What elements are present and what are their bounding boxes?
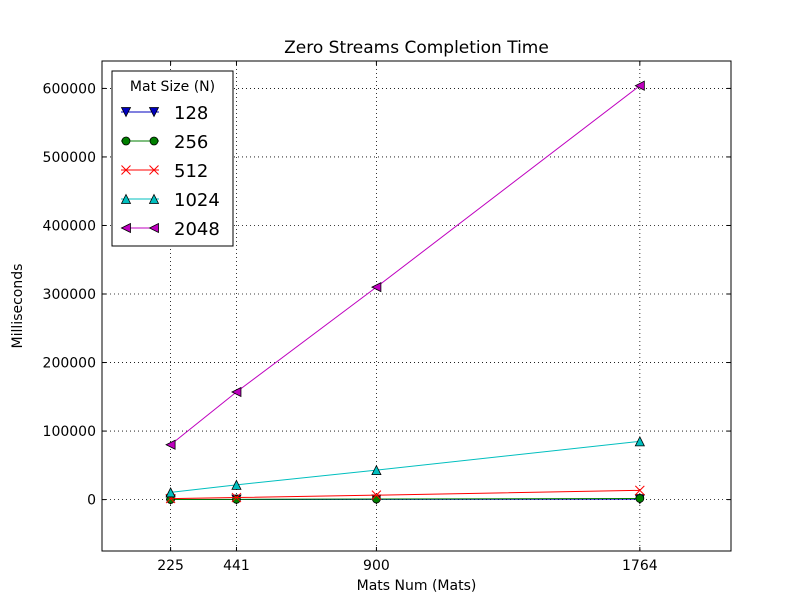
data-point [635, 494, 645, 503]
legend-item-2048: 2048 [120, 219, 220, 240]
legend: Mat Size (N) 128 256 512 1024 2048 [111, 70, 234, 247]
legend-label: 256 [174, 132, 208, 153]
legend-marker [120, 107, 132, 118]
legend-items: 128 256 512 1024 2048 [120, 103, 220, 240]
y-tick-label: 200000 [43, 356, 96, 372]
legend-label: 128 [174, 103, 208, 124]
legend-marker [121, 136, 131, 146]
legend-item-256: 256 [121, 132, 208, 153]
y-tick-label: 600000 [43, 81, 96, 97]
data-point [371, 282, 382, 293]
legend-label: 2048 [174, 219, 220, 240]
y-tick-label: 500000 [43, 150, 96, 166]
x-tick-label: 441 [223, 558, 250, 574]
series-line-1024 [170, 440, 640, 493]
series-line-2048 [170, 85, 641, 446]
legend-box [111, 70, 234, 247]
data-point [634, 435, 645, 447]
data-point [231, 479, 242, 490]
y-tick-label: 0 [87, 493, 96, 509]
legend-title: Mat Size (N) [130, 79, 215, 95]
legend-marker [149, 165, 159, 175]
x-tick-label: 225 [157, 558, 184, 574]
x-axis-label: Mats Num (Mats) [357, 578, 477, 594]
data-point [371, 464, 382, 476]
legend-marker [121, 165, 131, 175]
data-point [165, 439, 176, 450]
legend-item-512: 512 [121, 161, 208, 182]
chart-title: Zero Streams Completion Time [284, 38, 549, 58]
legend-marker [149, 136, 159, 146]
y-tick-label: 400000 [43, 218, 96, 234]
data-point [371, 490, 382, 501]
x-tick-label: 1764 [622, 558, 658, 574]
data-point [634, 80, 645, 91]
y-tick-label: 300000 [43, 287, 96, 303]
legend-marker [120, 222, 131, 234]
legend-marker [148, 107, 160, 118]
data-point [372, 494, 381, 504]
plot-frame [101, 60, 732, 552]
legend-label: 1024 [174, 190, 220, 211]
legend-item-128: 128 [120, 103, 208, 124]
series-line-256 [170, 497, 640, 500]
legend-marker [148, 193, 160, 204]
data-point [231, 386, 242, 398]
data-point [231, 492, 242, 503]
series-2048 [165, 80, 645, 450]
y-axis-label: Milliseconds [10, 264, 26, 349]
series-1024 [165, 435, 645, 498]
legend-marker [148, 222, 159, 234]
data-point [634, 485, 645, 496]
series-line-512 [170, 489, 640, 500]
series-layer [165, 80, 645, 505]
legend-label: 512 [174, 161, 208, 182]
data-point [165, 487, 176, 498]
data-point [232, 494, 241, 504]
legend-item-1024: 1024 [120, 190, 220, 211]
y-tick-label: 100000 [43, 424, 96, 440]
legend-marker [120, 193, 132, 204]
ticks: 225 441 900 1764 0 100000 200000 300000 400000 50… [43, 61, 731, 574]
x-tick-label: 900 [363, 558, 390, 574]
